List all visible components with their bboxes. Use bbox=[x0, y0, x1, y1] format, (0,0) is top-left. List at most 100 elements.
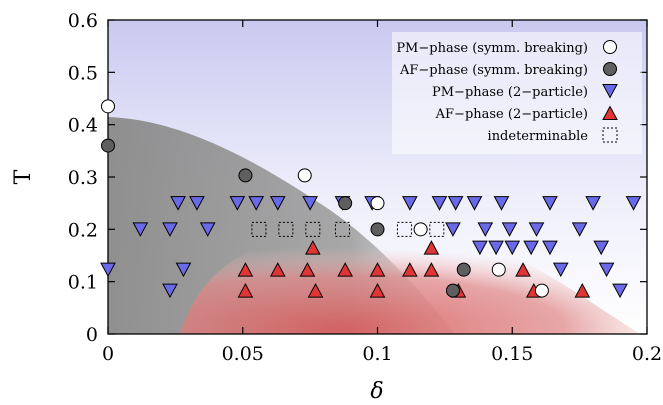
legend: PM−phase (symm. breaking) AF−phase (symm.… bbox=[392, 32, 642, 154]
data-point bbox=[248, 196, 265, 211]
y-tick-label: 0.6 bbox=[68, 10, 98, 32]
data-point bbox=[162, 222, 178, 237]
legend-marker bbox=[603, 62, 617, 76]
y-tick-label: 0 bbox=[86, 324, 98, 346]
data-point bbox=[585, 196, 601, 211]
data-point bbox=[101, 99, 115, 114]
data-point bbox=[305, 221, 321, 237]
data-point bbox=[269, 262, 286, 277]
data-point bbox=[488, 240, 504, 256]
y-tick-label: 0.2 bbox=[68, 219, 98, 241]
data-point bbox=[598, 262, 615, 278]
x-tick-label: 0.2 bbox=[632, 343, 662, 365]
data-point bbox=[402, 196, 418, 211]
data-point bbox=[528, 222, 545, 237]
x-axis-title: δ bbox=[370, 379, 383, 404]
data-point bbox=[370, 222, 385, 237]
data-point bbox=[552, 262, 569, 278]
data-point bbox=[423, 240, 440, 255]
data-point bbox=[238, 168, 253, 183]
af-2-particle-region-shading bbox=[180, 225, 640, 334]
data-point bbox=[501, 222, 518, 237]
data-point bbox=[269, 196, 286, 211]
data-point bbox=[402, 262, 418, 277]
data-point bbox=[413, 222, 428, 237]
data-point bbox=[132, 222, 149, 237]
data-point bbox=[302, 196, 318, 211]
data-point bbox=[199, 222, 216, 237]
data-point bbox=[504, 240, 521, 256]
data-point bbox=[229, 196, 246, 211]
data-point bbox=[477, 222, 494, 237]
data-point bbox=[369, 283, 386, 298]
data-point bbox=[542, 240, 558, 256]
data-point bbox=[369, 262, 386, 277]
data-point bbox=[593, 240, 610, 256]
data-point bbox=[162, 283, 178, 299]
legend-marker bbox=[603, 40, 617, 54]
data-point bbox=[278, 221, 294, 237]
data-point bbox=[189, 196, 205, 211]
data-point bbox=[534, 283, 549, 298]
x-tick-label: 0.05 bbox=[222, 343, 264, 365]
data-point bbox=[304, 240, 321, 255]
data-point bbox=[472, 240, 488, 256]
series-1 bbox=[101, 138, 471, 298]
data-point bbox=[101, 138, 115, 153]
data-point bbox=[299, 262, 316, 277]
data-point bbox=[100, 262, 116, 278]
data-point bbox=[251, 221, 267, 237]
data-point bbox=[334, 221, 350, 237]
data-point bbox=[445, 222, 461, 237]
data-point bbox=[515, 262, 531, 277]
data-point bbox=[491, 262, 506, 277]
phase-regions bbox=[108, 117, 640, 334]
series-0 bbox=[101, 99, 549, 298]
legend-label: AF−phase (symm. breaking) bbox=[399, 63, 588, 78]
series-4 bbox=[251, 221, 445, 237]
data-point bbox=[612, 283, 628, 299]
y-axis-title: T bbox=[11, 169, 36, 184]
data-point bbox=[237, 283, 254, 298]
data-point bbox=[431, 196, 448, 211]
data-point bbox=[370, 196, 385, 211]
y-tick-label: 0.1 bbox=[68, 272, 98, 294]
data-point bbox=[338, 196, 353, 211]
series-2 bbox=[100, 196, 642, 299]
data-point bbox=[574, 283, 591, 298]
data-point bbox=[445, 283, 460, 298]
data-point bbox=[396, 221, 412, 237]
data-point bbox=[523, 240, 539, 256]
data-point bbox=[170, 196, 186, 211]
data-point bbox=[447, 196, 464, 211]
data-point bbox=[307, 283, 324, 298]
x-tick-label: 0.15 bbox=[491, 343, 533, 365]
legend-label: indeterminable bbox=[488, 129, 589, 144]
data-point bbox=[423, 262, 440, 277]
data-point bbox=[493, 196, 510, 211]
data-point bbox=[466, 196, 483, 211]
data-point bbox=[542, 196, 558, 211]
legend-marker bbox=[602, 105, 618, 120]
data-point bbox=[429, 221, 445, 237]
data-points bbox=[100, 99, 642, 299]
x-tick-label: 0.1 bbox=[362, 343, 392, 365]
y-tick-label: 0.4 bbox=[68, 115, 98, 137]
axes: 0 0.05 0.1 0.15 0.2 0 0.1 0.2 0.3 0.4 0.5 0.6 bbox=[68, 10, 662, 365]
data-point bbox=[571, 222, 588, 237]
legend-marker bbox=[602, 127, 618, 143]
y-tick-label: 0.3 bbox=[68, 167, 98, 189]
data-point bbox=[456, 262, 471, 277]
x-tick-label: 0 bbox=[102, 343, 114, 365]
data-point bbox=[625, 196, 642, 211]
data-point bbox=[297, 168, 312, 183]
legend-label: PM−phase (2−particle) bbox=[432, 85, 588, 100]
legend-background bbox=[392, 32, 642, 154]
legend-label: AF−phase (2−particle) bbox=[435, 107, 588, 122]
data-point bbox=[175, 262, 192, 278]
legend-marker bbox=[602, 84, 618, 99]
legend-label: PM−phase (symm. breaking) bbox=[396, 41, 588, 56]
y-tick-label: 0.5 bbox=[68, 62, 98, 84]
data-point bbox=[237, 262, 254, 277]
